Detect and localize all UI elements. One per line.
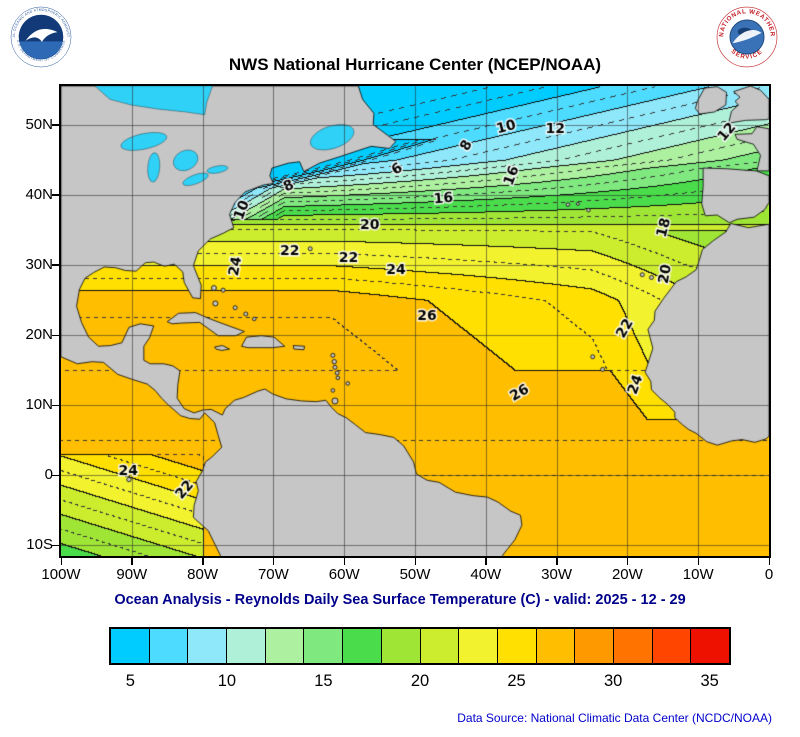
x-axis-tick-50W [414,558,416,565]
x-axis-tick-100W [60,558,62,565]
x-axis-label-0: 0 [764,566,774,583]
colorbar-cell-8 [420,629,460,663]
y-axis-tick-50N [52,124,59,126]
colorbar-cell-3 [227,629,266,663]
x-axis-tick-30W [556,558,558,565]
x-axis-tick-80W [202,558,204,565]
colorbar-cell-9 [459,629,498,663]
x-axis-tick-0 [768,558,770,565]
colorbar-cell-14 [652,629,692,663]
y-axis-tick-10N [52,404,59,407]
x-axis-label-100W: 100W [41,566,81,583]
x-axis-label-70W: 70W [257,566,289,583]
x-axis-label-20W: 20W [611,566,643,583]
y-axis-label-40N: 40N [25,185,53,203]
nws-globe-swoosh [732,30,762,44]
colorbar-cell-0 [111,629,150,663]
colorbar-cell-1 [149,629,189,663]
data-source: Data Source: National Climatic Data Cent… [457,711,772,725]
colorbar-label-30: 30 [603,672,623,690]
colorbar-cell-4 [265,629,305,663]
nws-logo: NATIONAL WEATHER SERVICE [716,6,778,68]
colorbar [109,627,731,665]
x-axis-label-80W: 80W [187,566,219,583]
colorbar-label-25: 25 [507,672,526,690]
x-axis-label-30W: 30W [541,566,573,583]
x-axis-tick-60W [343,558,346,565]
colorbar-cell-11 [536,629,576,663]
colorbar-label-5: 5 [125,672,135,690]
sst-map [59,84,771,558]
y-axis-label-20N: 20N [25,326,53,344]
x-axis-label-40W: 40W [470,566,502,583]
colorbar-cell-10 [497,629,537,663]
y-axis-label-10S: 10S [26,536,53,554]
y-axis-tick-10S [52,544,59,547]
colorbar-cell-12 [575,629,614,663]
x-axis-tick-10W [697,558,700,565]
noaa-logo: NATIONAL OCEANIC AND ATMOSPHERIC ADMINIS… [10,6,72,68]
y-axis-tick-0 [52,474,59,477]
y-axis-tick-40N [52,194,59,196]
x-axis-label-10W: 10W [682,566,714,583]
noaa-emblem-sea [19,41,63,60]
y-axis-label-10N: 10N [25,396,53,414]
y-axis-label-50N: 50N [25,115,53,133]
page-title: NWS National Hurricane Center (NCEP/NOAA… [228,55,602,74]
map-subtitle: Ocean Analysis - Reynolds Daily Sea Surf… [114,592,686,608]
sst-map-canvas [61,86,769,556]
colorbar-label-35: 35 [700,672,719,690]
noaa-seagull-icon [25,28,58,42]
colorbar-label-15: 15 [314,672,333,690]
x-axis-tick-90W [131,558,133,565]
colorbar-cell-6 [343,629,382,663]
x-axis-tick-70W [272,558,275,565]
y-axis-tick-30N [52,264,59,266]
x-axis-tick-20W [626,558,629,565]
y-axis-label-0: 0 [44,466,53,484]
colorbar-cell-2 [188,629,228,663]
x-axis-label-60W: 60W [328,566,360,583]
colorbar-label-10: 10 [217,672,237,690]
y-axis-tick-20N [52,334,59,337]
colorbar-label-20: 20 [410,672,430,690]
x-axis-label-90W: 90W [116,566,148,583]
x-axis-label-50W: 50W [399,566,431,583]
colorbar-cell-13 [613,629,653,663]
colorbar-cell-7 [381,629,421,663]
x-axis-tick-40W [485,558,487,565]
colorbar-cell-15 [691,629,729,663]
y-axis-label-30N: 30N [25,255,53,273]
colorbar-cell-5 [304,629,344,663]
